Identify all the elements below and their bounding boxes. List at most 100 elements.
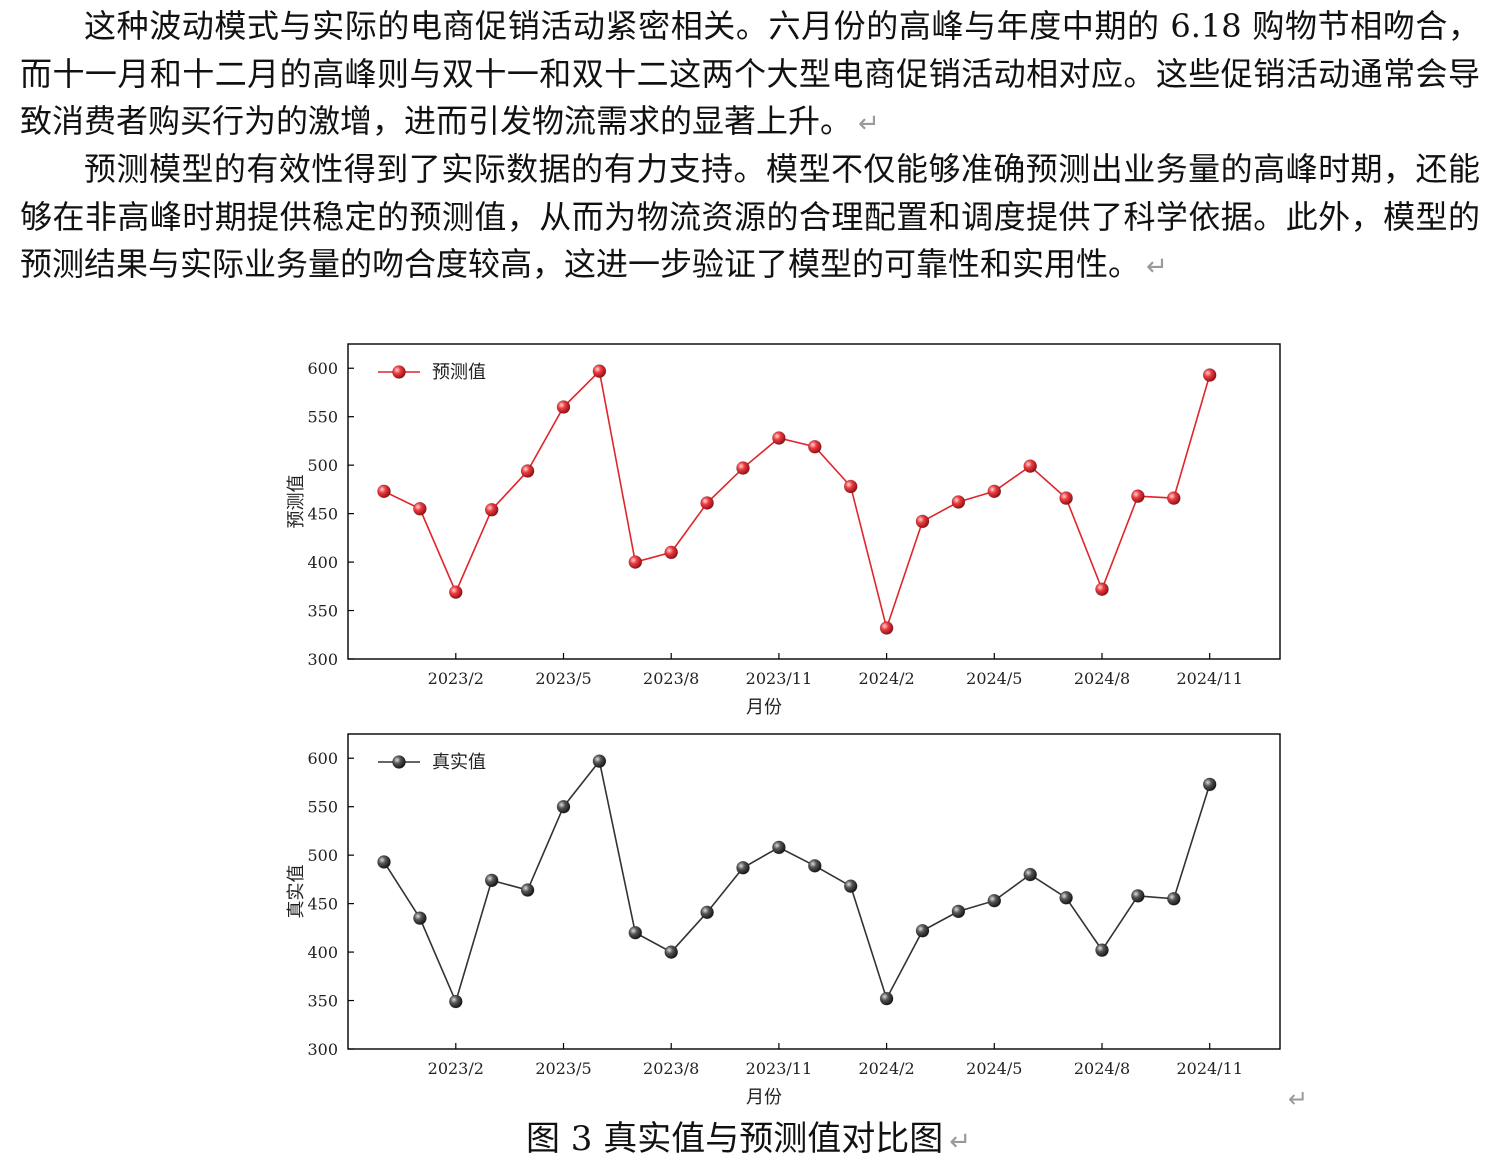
data-point-actual xyxy=(772,840,786,855)
data-point-predicted xyxy=(772,431,786,445)
data-point-actual xyxy=(1131,889,1145,903)
y-tick-label: 450 xyxy=(307,505,338,524)
paragraph-model-validity: 预测模型的有效性得到了实际数据的有力支持。模型不仅能够准确预测出业务量的高峰时期… xyxy=(20,146,1480,292)
data-point-actual xyxy=(700,905,714,920)
data-point-predicted xyxy=(556,400,571,414)
x-tick-label: 2024/2 xyxy=(858,669,914,688)
data-point-actual xyxy=(592,754,607,768)
x-tick-label: 2024/8 xyxy=(1074,669,1130,688)
figure-caption-text: 图 3 真实值与预测值对比图 xyxy=(525,1119,944,1159)
data-point-actual xyxy=(1059,890,1073,905)
plot-frame xyxy=(347,343,1281,660)
legend-marker xyxy=(392,755,406,769)
paragraph-mark-icon: ↵ xyxy=(858,109,880,139)
data-point-actual xyxy=(1167,891,1181,906)
data-point-predicted xyxy=(879,621,894,635)
y-tick-label: 300 xyxy=(307,650,338,669)
data-point-predicted xyxy=(1202,368,1217,382)
legend-label: 预测值 xyxy=(432,362,486,383)
data-point-actual xyxy=(879,991,894,1006)
y-tick-label: 350 xyxy=(307,992,338,1011)
data-point-actual xyxy=(736,860,750,875)
data-point-actual xyxy=(628,925,643,940)
data-point-actual xyxy=(915,923,930,938)
x-tick-label: 2024/5 xyxy=(966,669,1022,688)
data-point-predicted xyxy=(1131,489,1145,503)
data-point-predicted xyxy=(915,514,930,529)
x-tick-label: 2023/2 xyxy=(428,669,484,688)
y-axis-label: 预测值 xyxy=(286,475,307,529)
data-point-actual xyxy=(413,911,427,925)
y-tick-label: 450 xyxy=(307,895,338,914)
y-tick-label: 400 xyxy=(307,943,338,962)
predicted-chart: 300 350 400 450 500 550 600 2023/2 2023/5 2023/8 2… xyxy=(286,343,1281,718)
plot-frame xyxy=(347,733,1281,1050)
data-point-predicted xyxy=(1095,582,1109,597)
data-point-predicted xyxy=(843,479,858,494)
paragraph-promotion-pattern: 这种波动模式与实际的电商促销活动紧密相关。六月份的高峰与年度中期的 6.18 购… xyxy=(20,3,1480,149)
paragraph-mark-icon: ↵ xyxy=(949,1127,972,1157)
x-axis-label: 月份 xyxy=(746,1087,782,1108)
x-tick-label: 2024/11 xyxy=(1176,1059,1242,1078)
x-tick-label: 2024/8 xyxy=(1074,1059,1130,1078)
paragraph-mark-icon: ↵ xyxy=(1288,1085,1309,1113)
data-point-actual xyxy=(484,873,499,888)
data-point-actual xyxy=(1023,867,1037,882)
y-tick-label: 350 xyxy=(307,602,338,621)
data-point-predicted xyxy=(628,555,643,569)
y-tick-label: 300 xyxy=(307,1040,338,1059)
x-tick-label: 2023/5 xyxy=(535,1059,591,1078)
data-point-predicted xyxy=(807,439,822,454)
data-point-actual xyxy=(843,879,858,893)
y-tick-label: 550 xyxy=(307,798,338,817)
paragraph-text: 预测模型的有效性得到了实际数据的有力支持。模型不仅能够准确预测出业务量的高峰时期… xyxy=(20,150,1480,283)
data-point-predicted xyxy=(1023,459,1037,473)
data-point-actual xyxy=(664,945,679,959)
data-point-predicted xyxy=(520,464,535,478)
paragraph-text: 这种波动模式与实际的电商促销活动紧密相关。六月份的高峰与年度中期的 6.18 购… xyxy=(20,7,1480,140)
paragraph-mark-icon: ↵ xyxy=(1146,252,1168,282)
data-point-predicted xyxy=(1059,491,1073,505)
data-point-actual xyxy=(448,994,463,1009)
y-tick-label: 600 xyxy=(307,359,338,378)
x-axis-label: 月份 xyxy=(746,697,782,718)
data-point-predicted xyxy=(377,484,391,499)
y-tick-label: 500 xyxy=(307,846,338,865)
y-tick-label: 550 xyxy=(307,408,338,427)
data-point-actual xyxy=(377,855,391,869)
data-point-actual xyxy=(520,883,535,897)
data-point-actual xyxy=(987,893,1002,908)
data-point-predicted xyxy=(448,585,463,599)
series-line-actual xyxy=(383,759,1211,1004)
data-point-predicted xyxy=(1167,491,1181,505)
x-tick-label: 2024/11 xyxy=(1176,669,1242,688)
actual-chart: 300 350 400 450 500 550 600 2023/2 2023/5 2023/8 2… xyxy=(286,733,1281,1108)
x-tick-label: 2023/8 xyxy=(643,1059,699,1078)
series-line-predicted xyxy=(383,369,1211,631)
data-point-actual xyxy=(556,799,571,814)
x-tick-label: 2023/8 xyxy=(643,669,699,688)
data-point-actual xyxy=(1202,777,1217,792)
data-point-predicted xyxy=(664,545,679,560)
x-tick-label: 2023/2 xyxy=(428,1059,484,1078)
data-point-actual xyxy=(1095,943,1109,957)
x-tick-label: 2023/11 xyxy=(746,1059,812,1078)
data-point-predicted xyxy=(592,364,607,378)
data-point-predicted xyxy=(700,496,714,510)
data-point-predicted xyxy=(413,501,427,516)
x-tick-label: 2023/5 xyxy=(535,669,591,688)
data-point-predicted xyxy=(951,495,966,509)
y-tick-label: 500 xyxy=(307,456,338,475)
x-tick-label: 2023/11 xyxy=(746,669,812,688)
data-point-actual xyxy=(951,904,966,919)
x-tick-label: 2024/5 xyxy=(966,1059,1022,1078)
data-point-actual xyxy=(807,859,822,873)
data-point-predicted xyxy=(484,502,499,517)
figure-caption: 图 3 真实值与预测值对比图 ↵ xyxy=(0,1117,1497,1164)
y-tick-label: 400 xyxy=(307,553,338,572)
y-axis-label: 真实值 xyxy=(286,865,307,919)
data-point-predicted xyxy=(987,484,1002,499)
y-tick-label: 600 xyxy=(307,749,338,768)
legend-label: 真实值 xyxy=(432,752,486,773)
